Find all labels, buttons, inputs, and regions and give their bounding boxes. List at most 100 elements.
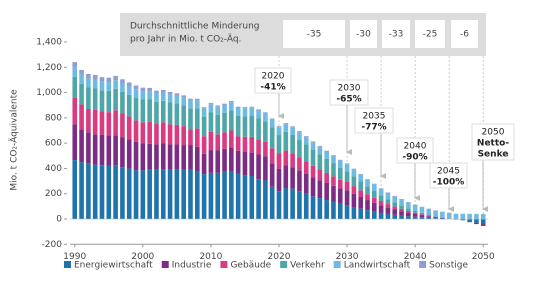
bar-segment bbox=[174, 124, 180, 145]
bar-segment bbox=[195, 100, 200, 109]
bar-segment bbox=[242, 136, 248, 153]
bar-segment bbox=[474, 222, 479, 225]
bar-segment bbox=[181, 169, 186, 220]
bar-segment bbox=[222, 112, 227, 133]
bar-segment bbox=[167, 169, 173, 220]
bar-segment bbox=[419, 217, 425, 220]
legend-swatch bbox=[220, 261, 228, 268]
legend-label: Landwirtschaft bbox=[344, 261, 411, 271]
legend-label: Verkehr bbox=[290, 261, 325, 271]
bar-segment bbox=[297, 131, 302, 133]
bar-segment bbox=[406, 208, 411, 211]
bar-segment bbox=[113, 165, 118, 220]
bar-segment bbox=[406, 212, 411, 217]
reduction-header: Durchschnittliche Minderung bbox=[130, 22, 260, 32]
bar-segment bbox=[195, 146, 200, 171]
legend-label: Industrie bbox=[172, 261, 212, 271]
bar-segment bbox=[331, 185, 336, 202]
bar-segment bbox=[235, 150, 241, 174]
bar-segment bbox=[317, 145, 323, 147]
bar-segment bbox=[324, 172, 329, 183]
bar-segment bbox=[188, 129, 193, 146]
bar-segment bbox=[249, 152, 255, 177]
bar-segment bbox=[317, 146, 323, 155]
bar-segment bbox=[426, 209, 432, 215]
bar-segment bbox=[133, 170, 139, 220]
bar-segment bbox=[188, 108, 193, 130]
bar-segment bbox=[256, 118, 261, 140]
bar-segment bbox=[215, 150, 221, 173]
bar-segment bbox=[222, 148, 227, 172]
bar-segment bbox=[113, 75, 118, 81]
bar-segment bbox=[344, 190, 350, 206]
bar-segment bbox=[174, 169, 180, 220]
annotation-change: -100% bbox=[433, 178, 465, 188]
bar-segment bbox=[385, 192, 391, 200]
bar-segment bbox=[372, 197, 377, 203]
bar-segment bbox=[310, 196, 316, 220]
bar-segment bbox=[433, 216, 438, 217]
bar-segment bbox=[120, 137, 125, 168]
bar-segment bbox=[174, 95, 180, 104]
bar-segment bbox=[263, 121, 268, 142]
bar-segment bbox=[392, 202, 398, 207]
x-tick-label: 2040 bbox=[404, 252, 427, 262]
bar-segment bbox=[201, 116, 207, 137]
bar-segment bbox=[133, 85, 139, 90]
bar-segment bbox=[440, 217, 445, 219]
annotation-box bbox=[471, 123, 515, 161]
bar-segment bbox=[412, 210, 418, 213]
legend-swatch bbox=[419, 261, 427, 268]
bar-segment bbox=[188, 100, 193, 109]
bar-segment bbox=[317, 169, 323, 181]
bar-segment bbox=[215, 114, 221, 135]
bar-segment bbox=[331, 163, 336, 177]
bar-segment bbox=[133, 120, 139, 142]
bar-segment bbox=[331, 176, 336, 186]
bar-segment bbox=[358, 197, 363, 209]
bar-segment bbox=[188, 169, 193, 220]
annotation-box bbox=[354, 107, 394, 134]
bar-segment bbox=[324, 158, 329, 173]
legend-swatch bbox=[64, 261, 71, 268]
bar-segment bbox=[263, 180, 268, 220]
bar-segment bbox=[406, 216, 411, 220]
bar-segment bbox=[201, 174, 207, 220]
bar-segment bbox=[317, 198, 323, 220]
bar-segment bbox=[154, 93, 159, 102]
bar-segment bbox=[92, 164, 98, 220]
reduction-cell bbox=[283, 20, 345, 48]
bar-segment bbox=[399, 199, 404, 200]
bar-segment bbox=[249, 107, 255, 116]
bar-segment bbox=[351, 176, 357, 187]
bar-segment bbox=[242, 175, 248, 220]
bar-segment bbox=[399, 199, 404, 206]
bar-segment bbox=[79, 69, 84, 75]
bar-segment bbox=[113, 88, 118, 111]
bar-segment bbox=[358, 208, 363, 220]
annotation-change: -77% bbox=[361, 123, 386, 133]
bar-segment bbox=[242, 152, 248, 176]
bar-segment bbox=[147, 87, 152, 92]
bar-segment bbox=[106, 112, 112, 136]
bar-segment bbox=[351, 186, 357, 194]
bar-segment bbox=[351, 207, 357, 220]
bar-segment bbox=[297, 170, 302, 192]
y-tick-label: 800 bbox=[45, 113, 62, 123]
bar-segment bbox=[480, 224, 486, 226]
bar-segment bbox=[167, 91, 173, 95]
bar-segment bbox=[365, 186, 370, 195]
bar-segment bbox=[317, 180, 323, 199]
bar-segment bbox=[433, 217, 438, 219]
bar-segment bbox=[215, 172, 221, 220]
bar-segment bbox=[310, 149, 316, 166]
bar-segment bbox=[154, 144, 159, 170]
bar-segment bbox=[72, 62, 78, 67]
bar-segment bbox=[344, 163, 350, 165]
bar-segment bbox=[181, 95, 186, 98]
bar-segment bbox=[229, 147, 234, 171]
bar-segment bbox=[412, 213, 418, 217]
bar-segment bbox=[222, 103, 227, 105]
reduction-cell bbox=[382, 20, 410, 48]
reduction-cell bbox=[451, 20, 478, 48]
